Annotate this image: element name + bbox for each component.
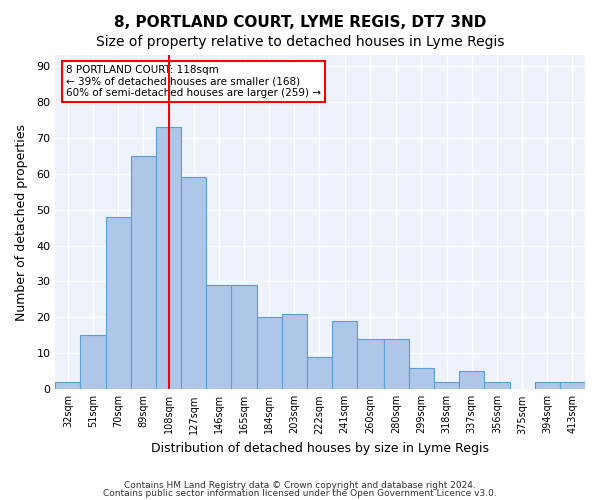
Bar (307, 357, 332, 390)
Bar (232, 285, 257, 390)
Bar (131, 156, 156, 390)
Bar (384, 339, 409, 390)
Bar (206, 285, 232, 390)
Text: Contains public sector information licensed under the Open Government Licence v3: Contains public sector information licen… (103, 488, 497, 498)
Bar (257, 318, 282, 390)
Text: 8, PORTLAND COURT, LYME REGIS, DT7 3ND: 8, PORTLAND COURT, LYME REGIS, DT7 3ND (114, 15, 486, 30)
Bar (434, 382, 459, 390)
Bar (535, 382, 560, 390)
Bar (106, 217, 131, 390)
X-axis label: Distribution of detached houses by size in Lyme Regis: Distribution of detached houses by size … (151, 442, 489, 455)
Bar (459, 372, 484, 390)
Y-axis label: Number of detached properties: Number of detached properties (15, 124, 28, 320)
Text: 8 PORTLAND COURT: 118sqm
← 39% of detached houses are smaller (168)
60% of semi-: 8 PORTLAND COURT: 118sqm ← 39% of detach… (66, 65, 321, 98)
Bar (357, 339, 384, 390)
Bar (55, 382, 80, 390)
Bar (156, 127, 181, 390)
Text: Size of property relative to detached houses in Lyme Regis: Size of property relative to detached ho… (96, 35, 504, 49)
Bar (282, 314, 307, 390)
Bar (181, 177, 206, 390)
Bar (484, 382, 509, 390)
Bar (332, 321, 357, 390)
Bar (409, 368, 434, 390)
Text: Contains HM Land Registry data © Crown copyright and database right 2024.: Contains HM Land Registry data © Crown c… (124, 481, 476, 490)
Bar (80, 336, 106, 390)
Bar (560, 382, 585, 390)
